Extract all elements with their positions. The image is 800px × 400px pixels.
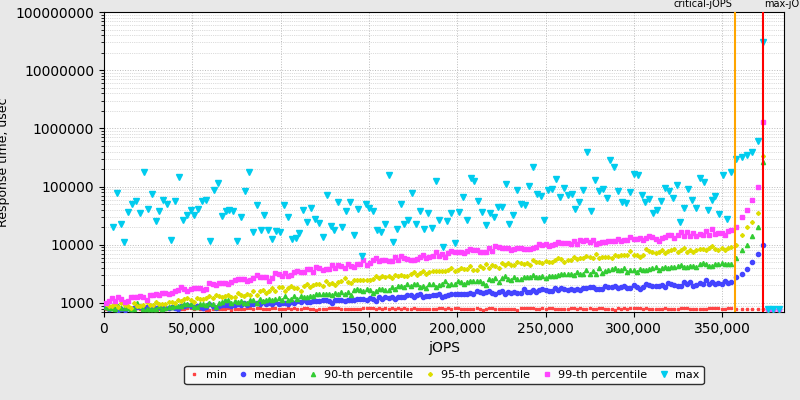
- max: [283, 214, 293, 219]
- max: [731, 156, 741, 161]
- median: [635, 286, 645, 291]
- 90-th percentile: [774, 306, 783, 311]
- median: [758, 242, 768, 247]
- 90-th percentile: [120, 305, 130, 310]
- max: [629, 172, 638, 177]
- min: [774, 306, 783, 311]
- 99-th percentile: [101, 300, 110, 305]
- 95-th percentile: [763, 306, 773, 311]
- 99-th percentile: [550, 241, 560, 246]
- 95-th percentile: [566, 258, 575, 263]
- median: [554, 287, 563, 292]
- max: [664, 189, 674, 194]
- max: [618, 200, 627, 204]
- 95-th percentile: [334, 280, 343, 285]
- 90-th percentile: [635, 266, 645, 271]
- 99-th percentile: [763, 306, 773, 311]
- 95-th percentile: [758, 154, 768, 159]
- 90-th percentile: [554, 272, 563, 277]
- min: [638, 306, 648, 311]
- Line: 99-th percentile: 99-th percentile: [104, 120, 781, 311]
- median: [242, 303, 252, 308]
- X-axis label: jOPS: jOPS: [428, 341, 460, 355]
- 95-th percentile: [550, 257, 560, 262]
- min: [340, 306, 350, 311]
- median: [120, 308, 130, 313]
- 95-th percentile: [774, 306, 783, 311]
- 95-th percentile: [120, 303, 130, 308]
- 90-th percentile: [101, 305, 110, 310]
- Text: critical-jOPS: critical-jOPS: [674, 0, 733, 9]
- max: [365, 205, 374, 210]
- min: [557, 306, 566, 311]
- Legend: min, median, 90-th percentile, 95-th percentile, 99-th percentile, max: min, median, 90-th percentile, 95-th per…: [185, 366, 703, 384]
- min: [246, 306, 255, 311]
- 90-th percentile: [158, 307, 167, 312]
- Line: median: median: [104, 243, 781, 312]
- Y-axis label: Response time, usec: Response time, usec: [0, 97, 10, 227]
- median: [774, 306, 783, 311]
- 99-th percentile: [566, 242, 575, 246]
- Line: 95-th percentile: 95-th percentile: [104, 155, 780, 310]
- 95-th percentile: [239, 294, 249, 299]
- 99-th percentile: [239, 277, 249, 282]
- median: [123, 306, 133, 311]
- 90-th percentile: [758, 160, 768, 165]
- max: [774, 306, 783, 311]
- 90-th percentile: [242, 301, 252, 306]
- Line: 90-th percentile: 90-th percentile: [104, 160, 781, 312]
- Text: max-jOP: max-jOP: [765, 0, 800, 9]
- min: [101, 306, 110, 311]
- median: [337, 298, 346, 302]
- median: [101, 305, 110, 310]
- 95-th percentile: [101, 302, 110, 307]
- median: [569, 288, 578, 293]
- 95-th percentile: [632, 252, 642, 257]
- min: [170, 304, 180, 309]
- 99-th percentile: [758, 119, 768, 124]
- max: [758, 40, 768, 45]
- 99-th percentile: [334, 263, 343, 268]
- 99-th percentile: [120, 300, 130, 304]
- min: [202, 308, 211, 312]
- max: [108, 225, 118, 230]
- min: [120, 306, 130, 311]
- Line: min: min: [104, 306, 780, 311]
- Line: max: max: [110, 40, 782, 312]
- 99-th percentile: [774, 306, 783, 311]
- min: [572, 307, 582, 312]
- max: [763, 306, 773, 311]
- 90-th percentile: [569, 273, 578, 278]
- 90-th percentile: [337, 290, 346, 295]
- 99-th percentile: [632, 236, 642, 241]
